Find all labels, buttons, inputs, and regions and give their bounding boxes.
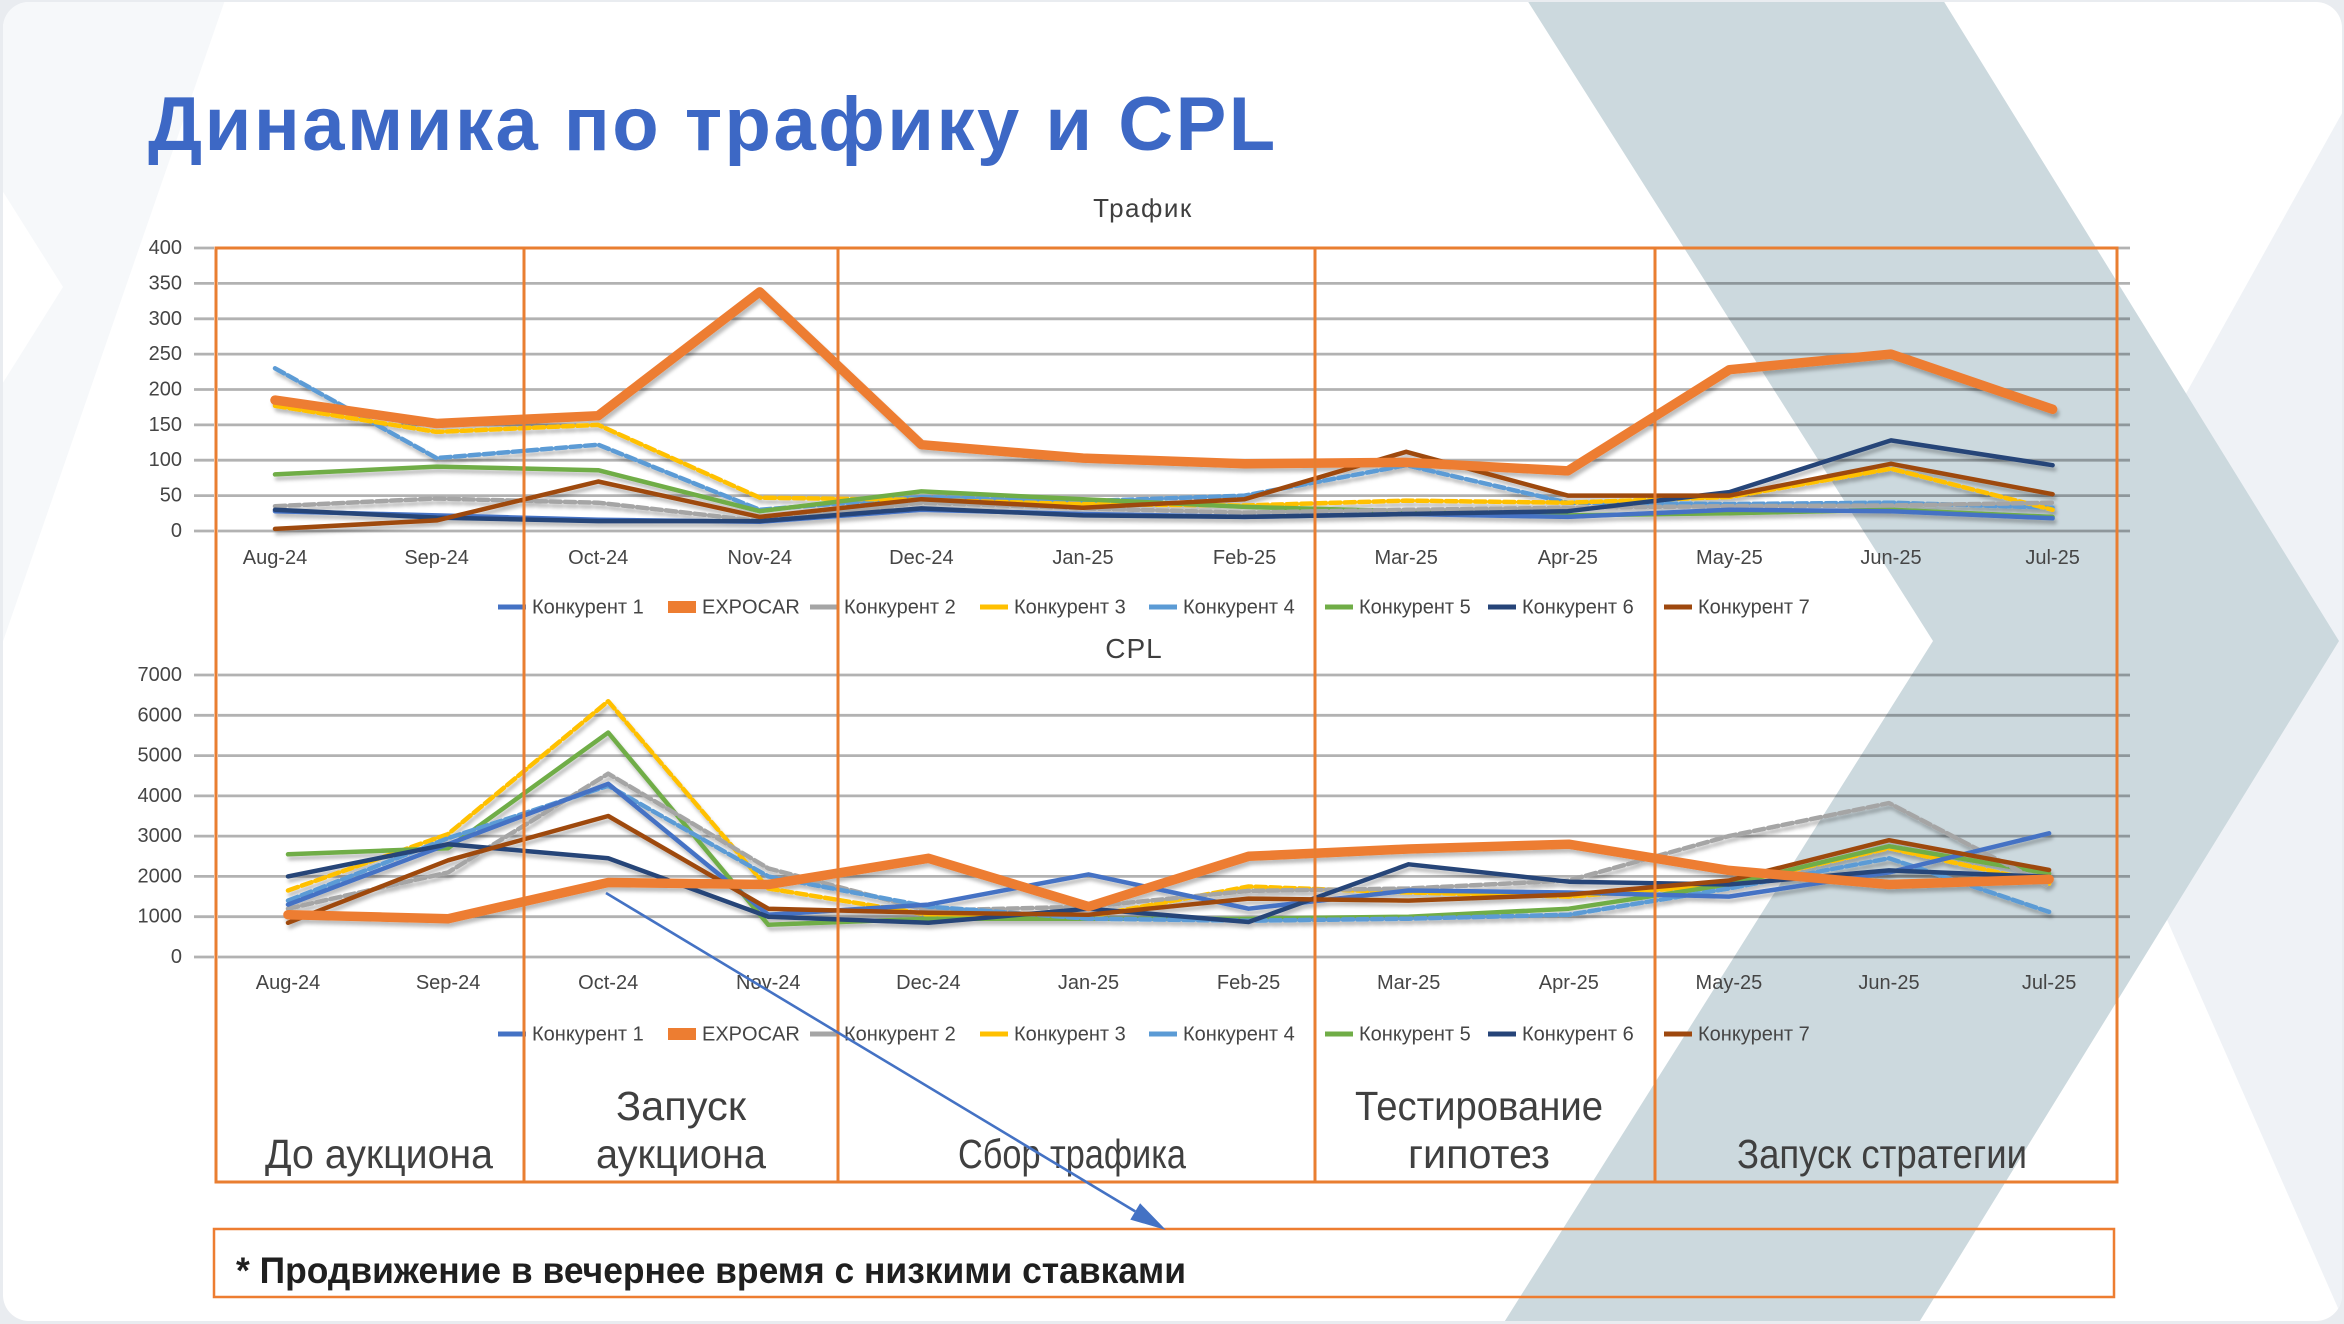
svg-text:Конкурент 7: Конкурент 7 xyxy=(1698,597,1810,619)
svg-text:7000: 7000 xyxy=(138,664,183,686)
svg-text:Конкурент 4: Конкурент 4 xyxy=(1183,597,1295,619)
svg-text:250: 250 xyxy=(149,343,182,365)
svg-text:Конкурент 7: Конкурент 7 xyxy=(1698,1024,1810,1046)
svg-text:6000: 6000 xyxy=(138,704,183,726)
svg-text:Feb-25: Feb-25 xyxy=(1217,972,1280,994)
svg-text:Apr-25: Apr-25 xyxy=(1539,972,1599,994)
svg-text:аукциона: аукциона xyxy=(596,1131,766,1177)
svg-text:Трафик: Трафик xyxy=(1093,193,1193,223)
svg-text:Jan-25: Jan-25 xyxy=(1058,972,1119,994)
svg-text:CPL: CPL xyxy=(1105,633,1162,664)
svg-text:Запуск стратегии: Запуск стратегии xyxy=(1737,1131,2027,1177)
svg-text:Nov-24: Nov-24 xyxy=(736,972,800,994)
svg-text:Конкурент 2: Конкурент 2 xyxy=(844,1024,956,1046)
svg-text:100: 100 xyxy=(149,449,182,471)
svg-text:Jan-25: Jan-25 xyxy=(1052,547,1113,569)
svg-text:Feb-25: Feb-25 xyxy=(1213,547,1276,569)
svg-text:Nov-24: Nov-24 xyxy=(728,547,792,569)
svg-text:Apr-25: Apr-25 xyxy=(1538,547,1598,569)
svg-text:Конкурент 1: Конкурент 1 xyxy=(532,1024,644,1046)
svg-text:Конкурент 3: Конкурент 3 xyxy=(1014,1024,1126,1046)
svg-text:2000: 2000 xyxy=(138,865,183,887)
svg-text:Jun-25: Jun-25 xyxy=(1860,547,1921,569)
svg-text:Jul-25: Jul-25 xyxy=(2022,972,2076,994)
svg-text:EXPOCAR: EXPOCAR xyxy=(702,1024,800,1046)
svg-text:300: 300 xyxy=(149,308,182,330)
svg-text:200: 200 xyxy=(149,379,182,401)
svg-text:Конкурент 5: Конкурент 5 xyxy=(1359,597,1471,619)
svg-text:Aug-24: Aug-24 xyxy=(256,972,321,994)
svg-text:Jun-25: Jun-25 xyxy=(1858,972,1919,994)
svg-text:Тестирование: Тестирование xyxy=(1355,1083,1603,1129)
svg-text:Конкурент 4: Конкурент 4 xyxy=(1183,1024,1295,1046)
svg-text:400: 400 xyxy=(149,237,182,259)
svg-text:4000: 4000 xyxy=(138,785,183,807)
svg-text:Oct-24: Oct-24 xyxy=(568,547,628,569)
svg-text:May-25: May-25 xyxy=(1696,547,1763,569)
svg-text:До аукциона: До аукциона xyxy=(265,1131,493,1177)
svg-text:Oct-24: Oct-24 xyxy=(578,972,638,994)
svg-text:Конкурент 6: Конкурент 6 xyxy=(1522,597,1634,619)
svg-text:1000: 1000 xyxy=(138,906,183,928)
svg-text:0: 0 xyxy=(171,946,182,968)
svg-text:Mar-25: Mar-25 xyxy=(1377,972,1440,994)
svg-text:Конкурент 6: Конкурент 6 xyxy=(1522,1024,1634,1046)
svg-text:Aug-24: Aug-24 xyxy=(243,547,308,569)
svg-text:0: 0 xyxy=(171,520,182,542)
svg-text:5000: 5000 xyxy=(138,745,183,767)
svg-text:EXPOCAR: EXPOCAR xyxy=(702,597,800,619)
svg-text:гипотез: гипотез xyxy=(1408,1131,1550,1177)
svg-text:Конкурент 3: Конкурент 3 xyxy=(1014,597,1126,619)
svg-text:3000: 3000 xyxy=(138,825,183,847)
svg-text:Конкурент 2: Конкурент 2 xyxy=(844,597,956,619)
svg-text:Jul-25: Jul-25 xyxy=(2025,547,2079,569)
svg-text:Sep-24: Sep-24 xyxy=(416,972,481,994)
svg-text:Конкурент 5: Конкурент 5 xyxy=(1359,1024,1471,1046)
svg-text:Динамика по трафику и CPL: Динамика по трафику и CPL xyxy=(148,82,1278,167)
svg-text:* Продвижение в вечернее время: * Продвижение в вечернее время с низкими… xyxy=(236,1250,1186,1291)
svg-text:Sep-24: Sep-24 xyxy=(404,547,469,569)
svg-text:Конкурент 1: Конкурент 1 xyxy=(532,597,644,619)
svg-text:150: 150 xyxy=(149,414,182,436)
svg-text:Запуск: Запуск xyxy=(616,1083,747,1129)
svg-text:Dec-24: Dec-24 xyxy=(889,547,953,569)
svg-text:Dec-24: Dec-24 xyxy=(896,972,960,994)
svg-text:50: 50 xyxy=(160,485,182,507)
svg-text:Mar-25: Mar-25 xyxy=(1375,547,1438,569)
svg-text:350: 350 xyxy=(149,272,182,294)
svg-text:May-25: May-25 xyxy=(1696,972,1763,994)
svg-text:Сбор трафика: Сбор трафика xyxy=(958,1131,1186,1177)
